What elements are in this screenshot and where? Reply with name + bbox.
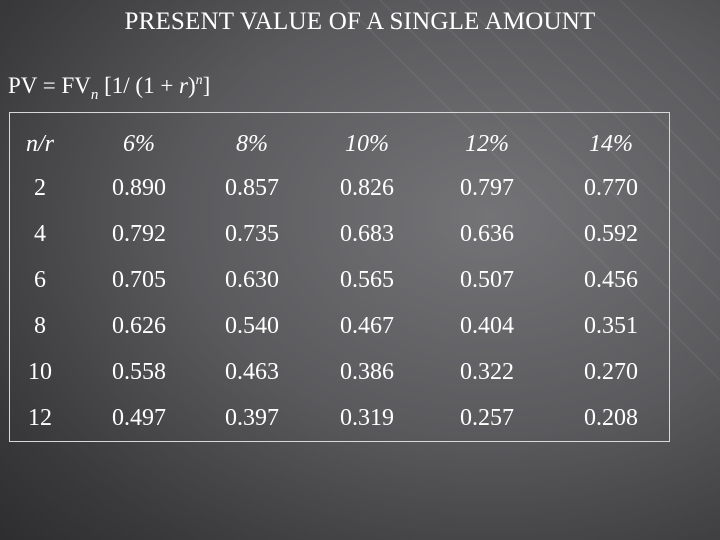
column-header: 14% — [589, 131, 633, 157]
table-cell-value: 0.857 — [225, 175, 279, 201]
table-cell-value: 0.797 — [460, 175, 514, 201]
table-cell-value: 0.319 — [340, 405, 394, 431]
table-cell-value: 0.626 — [112, 313, 166, 339]
table-cell-value: 0.735 — [225, 221, 279, 247]
table-cell-value: 0.770 — [584, 175, 638, 201]
column-header: 10% — [345, 131, 389, 157]
table-cell-value: 0.322 — [460, 359, 514, 385]
pv-formula: PV = FVn [1/ (1 + r)n] — [8, 72, 210, 104]
row-period-label: 12 — [28, 405, 52, 431]
table-cell-value: 0.890 — [112, 175, 166, 201]
table-cell-value: 0.467 — [340, 313, 394, 339]
row-period-label: 10 — [28, 359, 52, 385]
table-cell-value: 0.558 — [112, 359, 166, 385]
table-cell-value: 0.683 — [340, 221, 394, 247]
table-cell-value: 0.208 — [584, 405, 638, 431]
table-cell-value: 0.565 — [340, 267, 394, 293]
table-cell-value: 0.404 — [460, 313, 514, 339]
table-cell-value: 0.507 — [460, 267, 514, 293]
table-cell-value: 0.592 — [584, 221, 638, 247]
table-cell-value: 0.257 — [460, 405, 514, 431]
table-cell-value: 0.826 — [340, 175, 394, 201]
formula-rate-r: r — [179, 73, 188, 98]
row-period-label: 4 — [34, 221, 46, 247]
table-cell-value: 0.792 — [112, 221, 166, 247]
formula-bracket-open: [1/ (1 + — [98, 73, 180, 98]
formula-lead: PV = FV — [8, 73, 91, 98]
table-cell-value: 0.351 — [584, 313, 638, 339]
formula-bracket-close: ] — [202, 73, 211, 98]
table-cell-value: 0.630 — [225, 267, 279, 293]
table-cell-value: 0.705 — [112, 267, 166, 293]
column-header: 6% — [123, 131, 155, 157]
table-cell-value: 0.497 — [112, 405, 166, 431]
table-cell-value: 0.397 — [225, 405, 279, 431]
table-cell-value: 0.540 — [225, 313, 279, 339]
row-period-label: 6 — [34, 267, 46, 293]
header-n-r: n/r — [26, 131, 55, 157]
formula-subscript-n: n — [90, 87, 99, 103]
table-cell-value: 0.456 — [584, 267, 638, 293]
title-text: PRESENT VALUE OF A SINGLE AMOUNT — [124, 8, 596, 35]
table-cell-value: 0.636 — [460, 221, 514, 247]
table-cell-value: 0.386 — [340, 359, 394, 385]
row-period-label: 8 — [34, 313, 46, 339]
pv-table-frame — [9, 112, 670, 442]
row-period-label: 2 — [34, 175, 46, 201]
column-header: 8% — [236, 131, 268, 157]
page-title: PRESENT VALUE OF A SINGLE AMOUNT — [0, 8, 720, 36]
table-cell-value: 0.270 — [584, 359, 638, 385]
column-header: 12% — [465, 131, 509, 157]
formula-paren-close: ) — [188, 73, 196, 98]
table-cell-value: 0.463 — [225, 359, 279, 385]
formula-superscript-n: n — [195, 73, 203, 88]
